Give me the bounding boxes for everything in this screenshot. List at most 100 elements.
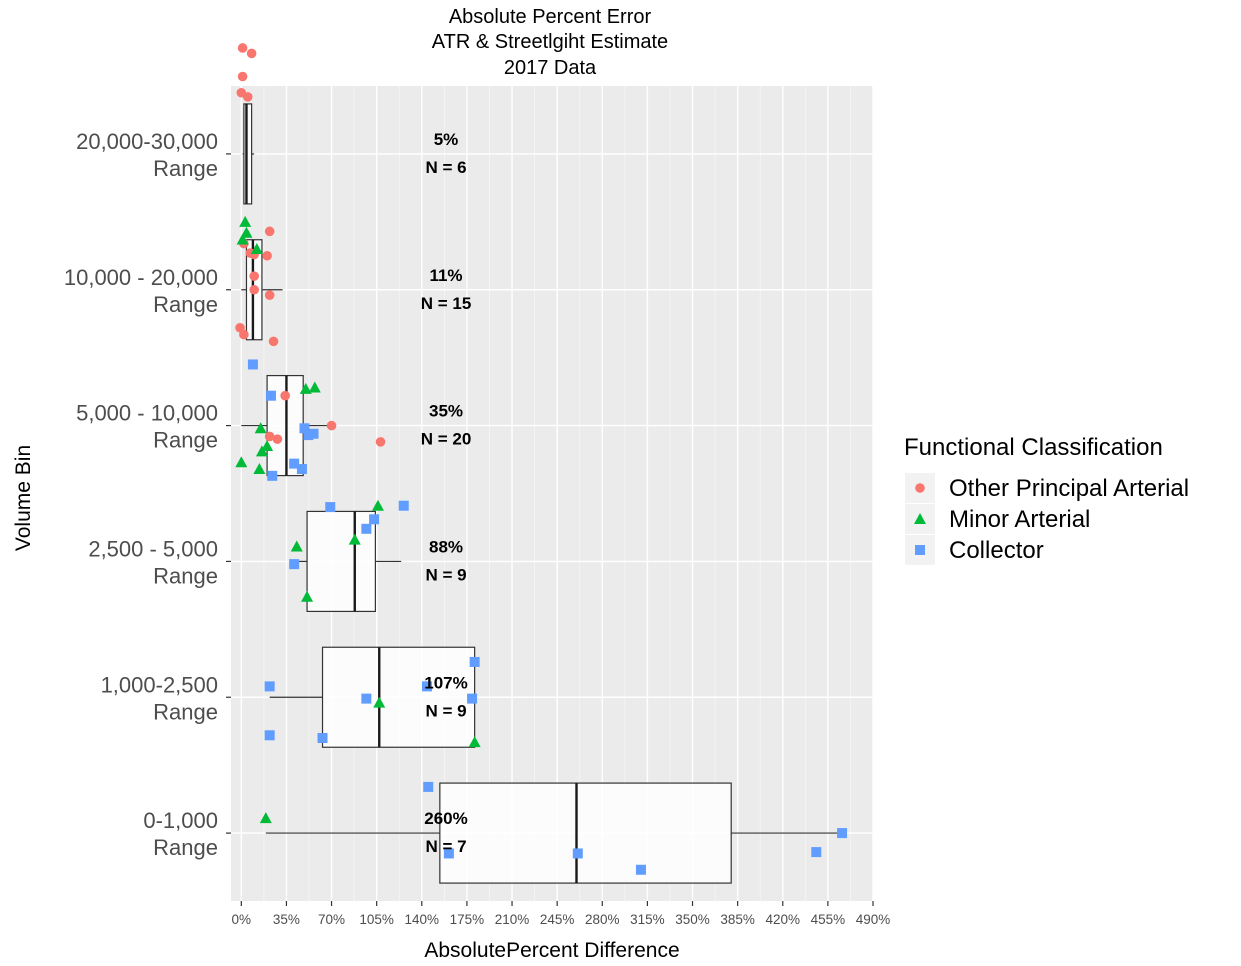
y-tick-label: 2,500 - 5,000 <box>88 536 218 561</box>
x-tick-label: 455% <box>811 912 846 927</box>
annotation-median: 88% <box>429 537 463 556</box>
data-point <box>237 71 248 82</box>
title-line-2: ATR & Streetlgiht Estimate <box>432 31 668 53</box>
data-point <box>308 381 321 393</box>
data-point <box>239 215 252 227</box>
x-tick-label: 490% <box>856 912 891 927</box>
data-point <box>239 329 249 340</box>
data-point <box>811 847 822 858</box>
data-point <box>308 428 319 439</box>
data-point <box>373 696 386 708</box>
data-point <box>255 445 268 457</box>
data-point <box>468 736 481 748</box>
grid <box>231 86 874 901</box>
y-tick-label-range: Range <box>153 156 218 181</box>
annotation-count: N = 7 <box>425 837 466 856</box>
legend-label: Other Principal Arterial <box>949 475 1189 502</box>
annotation-count: N = 20 <box>421 430 472 449</box>
data-point <box>267 470 278 481</box>
data-point <box>635 864 646 875</box>
legend-label: Collector <box>949 537 1044 564</box>
data-point <box>467 693 478 704</box>
annotation-count: N = 15 <box>421 294 472 313</box>
data-point <box>299 423 310 434</box>
y-tick-label-range: Range <box>153 563 218 588</box>
annotation-median: 35% <box>429 402 463 421</box>
y-tick-label-range: Range <box>153 699 218 724</box>
y-tick-label-range: Range <box>153 428 218 453</box>
data-point <box>247 359 258 370</box>
data-point <box>371 499 384 511</box>
data-point <box>296 464 307 475</box>
data-point <box>264 681 275 692</box>
data-points <box>235 43 848 875</box>
data-point <box>289 458 300 469</box>
data-point <box>268 336 279 347</box>
plot-panel <box>231 86 873 901</box>
data-point <box>264 226 275 237</box>
annotations: 5% N = 6 11% N = 15 35% N = 20 88% N = 9 107% N =… <box>421 130 472 856</box>
data-point <box>398 500 409 511</box>
data-point <box>236 233 249 245</box>
data-point <box>423 781 434 792</box>
data-point <box>348 533 361 545</box>
data-point <box>303 430 314 441</box>
data-point <box>361 523 372 534</box>
data-point <box>240 226 253 238</box>
x-tick-label: 385% <box>720 912 755 927</box>
data-point <box>254 422 267 434</box>
data-point <box>272 434 283 444</box>
data-point <box>264 431 275 442</box>
legend-key-square <box>915 545 925 555</box>
data-point <box>246 48 257 59</box>
title-line-3: 2017 Data <box>504 57 597 79</box>
annotation-median: 11% <box>429 266 462 285</box>
data-point <box>317 733 328 743</box>
data-point <box>237 43 248 53</box>
data-point <box>280 390 290 401</box>
data-point <box>421 681 432 692</box>
data-point <box>361 693 372 704</box>
data-point <box>249 271 260 281</box>
legend-title: Functional Classification <box>904 434 1163 461</box>
y-tick-label: 0-1,000 <box>143 808 218 833</box>
boxplot-0 <box>242 103 255 205</box>
data-point <box>837 828 848 839</box>
y-tick-label-range: Range <box>153 292 218 317</box>
x-tick-label: 140% <box>405 912 440 927</box>
x-tick-label: 35% <box>273 912 300 927</box>
annotation-median: 107% <box>424 673 467 692</box>
data-point <box>262 250 272 261</box>
x-tick-label: 420% <box>765 912 800 927</box>
annotation-count: N = 9 <box>425 565 466 584</box>
annotation-median: 5% <box>434 130 459 149</box>
x-tick-label: 245% <box>540 912 575 927</box>
data-point <box>249 284 260 295</box>
data-point <box>265 390 276 401</box>
data-point <box>290 540 303 552</box>
annotation-median: 260% <box>424 809 467 828</box>
y-tick-label: 10,000 - 20,000 <box>64 265 218 290</box>
x-tick-label: 210% <box>495 912 530 927</box>
data-point <box>326 420 337 431</box>
y-tick-label-range: Range <box>153 835 218 860</box>
data-point <box>469 656 480 667</box>
box <box>243 103 253 205</box>
x-tick-label: 280% <box>585 912 620 927</box>
data-point <box>242 92 253 102</box>
y-tick-label: 1,000-2,500 <box>101 672 218 697</box>
data-point <box>325 502 336 513</box>
x-axis-label: AbsolutePercent Difference <box>424 939 679 962</box>
data-point <box>443 848 454 859</box>
x-axis: 0% 35% 70% 105% 140% 175% 210% 245% 280% 315% 350%… <box>232 901 891 927</box>
data-point <box>235 456 248 468</box>
y-axis-label: Volume Bin <box>12 445 35 551</box>
data-point <box>250 243 263 254</box>
data-point <box>259 812 272 824</box>
annotation-count: N = 9 <box>425 701 466 720</box>
y-tick-label: 5,000 - 10,000 <box>76 401 218 426</box>
boxplot-5 <box>265 782 843 884</box>
data-point <box>289 559 300 570</box>
legend-label: Minor Arterial <box>949 506 1090 533</box>
